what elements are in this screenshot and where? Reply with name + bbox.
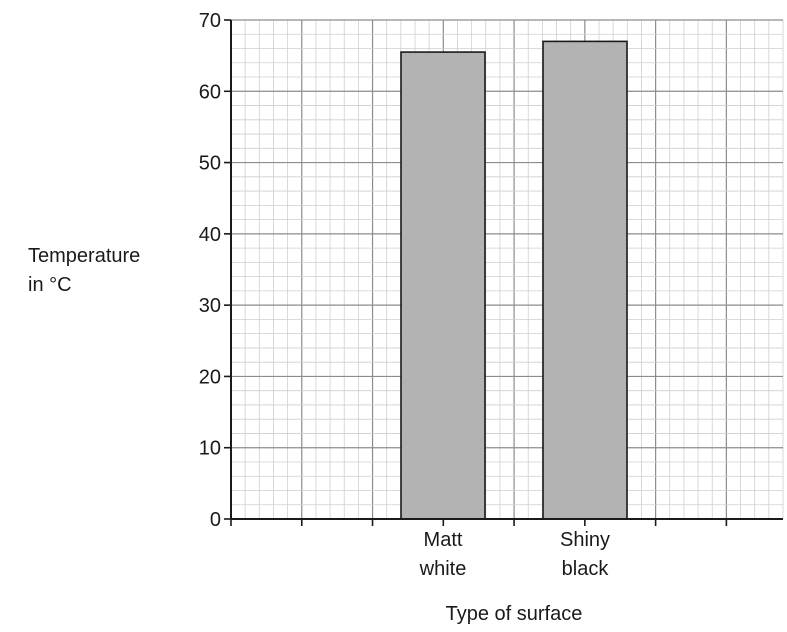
y-tick-label: 60 xyxy=(199,81,221,103)
grid xyxy=(230,19,784,520)
axes xyxy=(224,19,783,526)
y-axis-label-line2: in °C xyxy=(28,274,72,296)
y-tick-label: 0 xyxy=(210,509,221,531)
y-tick-labels: 0 10 20 30 40 50 60 70 xyxy=(199,10,221,531)
y-tick-label: 10 xyxy=(199,438,221,460)
bar-0 xyxy=(400,51,486,520)
y-tick-label: 70 xyxy=(199,10,221,32)
y-tick-label: 50 xyxy=(199,153,221,175)
y-tick-label: 20 xyxy=(199,366,221,388)
x-category-label: black xyxy=(562,558,610,580)
x-axis-label: Type of surface xyxy=(446,603,583,625)
bar-1 xyxy=(542,40,628,520)
y-tick-label: 40 xyxy=(199,224,221,246)
y-axis-label-line1: Temperature xyxy=(28,245,140,267)
bars xyxy=(400,40,628,520)
x-category-labels: Matt white Shiny black xyxy=(419,529,610,580)
y-tick-label: 30 xyxy=(199,295,221,317)
x-category-label: Matt xyxy=(424,529,463,551)
x-category-label: Shiny xyxy=(560,529,610,551)
x-category-label: white xyxy=(419,558,467,580)
